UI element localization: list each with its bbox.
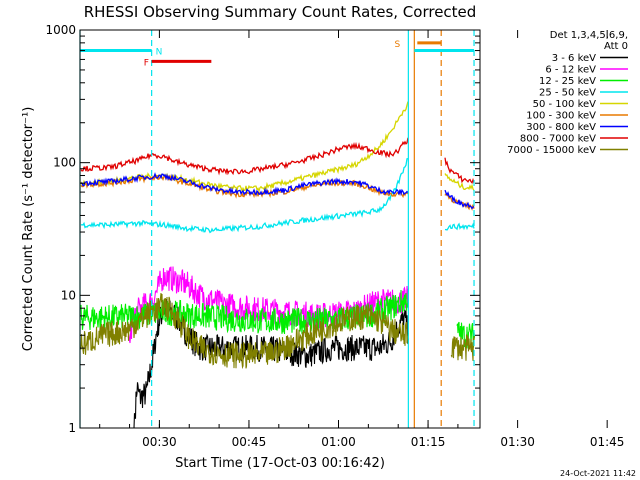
plot-frame xyxy=(79,29,481,429)
x-tick-label-5: 01:45 xyxy=(590,435,625,449)
x-axis: 00:30 00:45 01:00 01:15 01:30 01:45 xyxy=(99,30,625,449)
data-gap-1 xyxy=(474,30,480,428)
y-axis-label: Corrected Count Rate (s⁻¹ detector⁻¹) xyxy=(21,107,36,352)
series-6 xyxy=(80,172,475,210)
series-line-2-1 xyxy=(456,321,476,349)
series-line-6-1 xyxy=(444,189,475,210)
x-tick-label-3: 01:15 xyxy=(411,435,446,449)
series-line-7-1 xyxy=(444,157,475,185)
legend-label-7: 800 - 7000 keV xyxy=(520,134,596,145)
flag-label-1: F xyxy=(144,58,149,68)
series-line-3-0 xyxy=(80,158,409,234)
x-tick-label-0: 00:30 xyxy=(142,435,177,449)
legend-label-1: 6 - 12 keV xyxy=(545,65,596,76)
flag-label-0: N xyxy=(156,48,163,58)
legend-label-4: 50 - 100 keV xyxy=(533,99,597,110)
legend-label-0: 3 - 6 keV xyxy=(552,53,596,64)
flag-label-2: S xyxy=(394,40,400,50)
chart-title: RHESSI Observing Summary Count Rates, Co… xyxy=(84,3,477,21)
series-line-3-1 xyxy=(444,222,475,231)
series-line-4-1 xyxy=(444,173,475,191)
x-axis-label: Start Time (17-Oct-03 00:16:42) xyxy=(175,456,385,471)
y-tick-label-2: 100 xyxy=(53,156,76,170)
date-stamp: 24-Oct-2021 11:42 xyxy=(560,469,636,478)
legend-header-1: Att 0 xyxy=(604,41,628,52)
x-tick-label-1: 00:45 xyxy=(232,435,267,449)
y-tick-label-0: 1 xyxy=(68,421,76,435)
x-tick-label-2: 01:00 xyxy=(321,435,356,449)
series-line-0-0 xyxy=(133,298,410,429)
series-line-6-0 xyxy=(80,172,409,197)
x-tick-label-4: 01:30 xyxy=(500,435,535,449)
series-7 xyxy=(80,137,475,185)
legend-header-0: Det 1,3,4,5,6,9, xyxy=(550,30,628,41)
series-line-8-0 xyxy=(80,292,410,370)
series-line-7-0 xyxy=(80,137,409,176)
legend-label-6: 300 - 800 keV xyxy=(526,122,596,133)
series-0 xyxy=(133,298,410,429)
legend-label-3: 25 - 50 keV xyxy=(539,88,596,99)
y-tick-label-1: 10 xyxy=(61,288,76,302)
series-8 xyxy=(80,292,476,370)
legend-label-8: 7000 - 15000 keV xyxy=(507,145,596,156)
series-3 xyxy=(80,158,475,234)
y-axis: 1 10 100 1000 xyxy=(45,23,480,435)
legend-label-2: 12 - 25 keV xyxy=(539,76,596,87)
y-tick-label-3: 1000 xyxy=(45,23,76,37)
legend-label-5: 100 - 300 keV xyxy=(526,111,596,122)
series-4 xyxy=(80,101,475,193)
series-line-8-1 xyxy=(450,334,476,361)
plot-area: NF S xyxy=(79,30,480,429)
